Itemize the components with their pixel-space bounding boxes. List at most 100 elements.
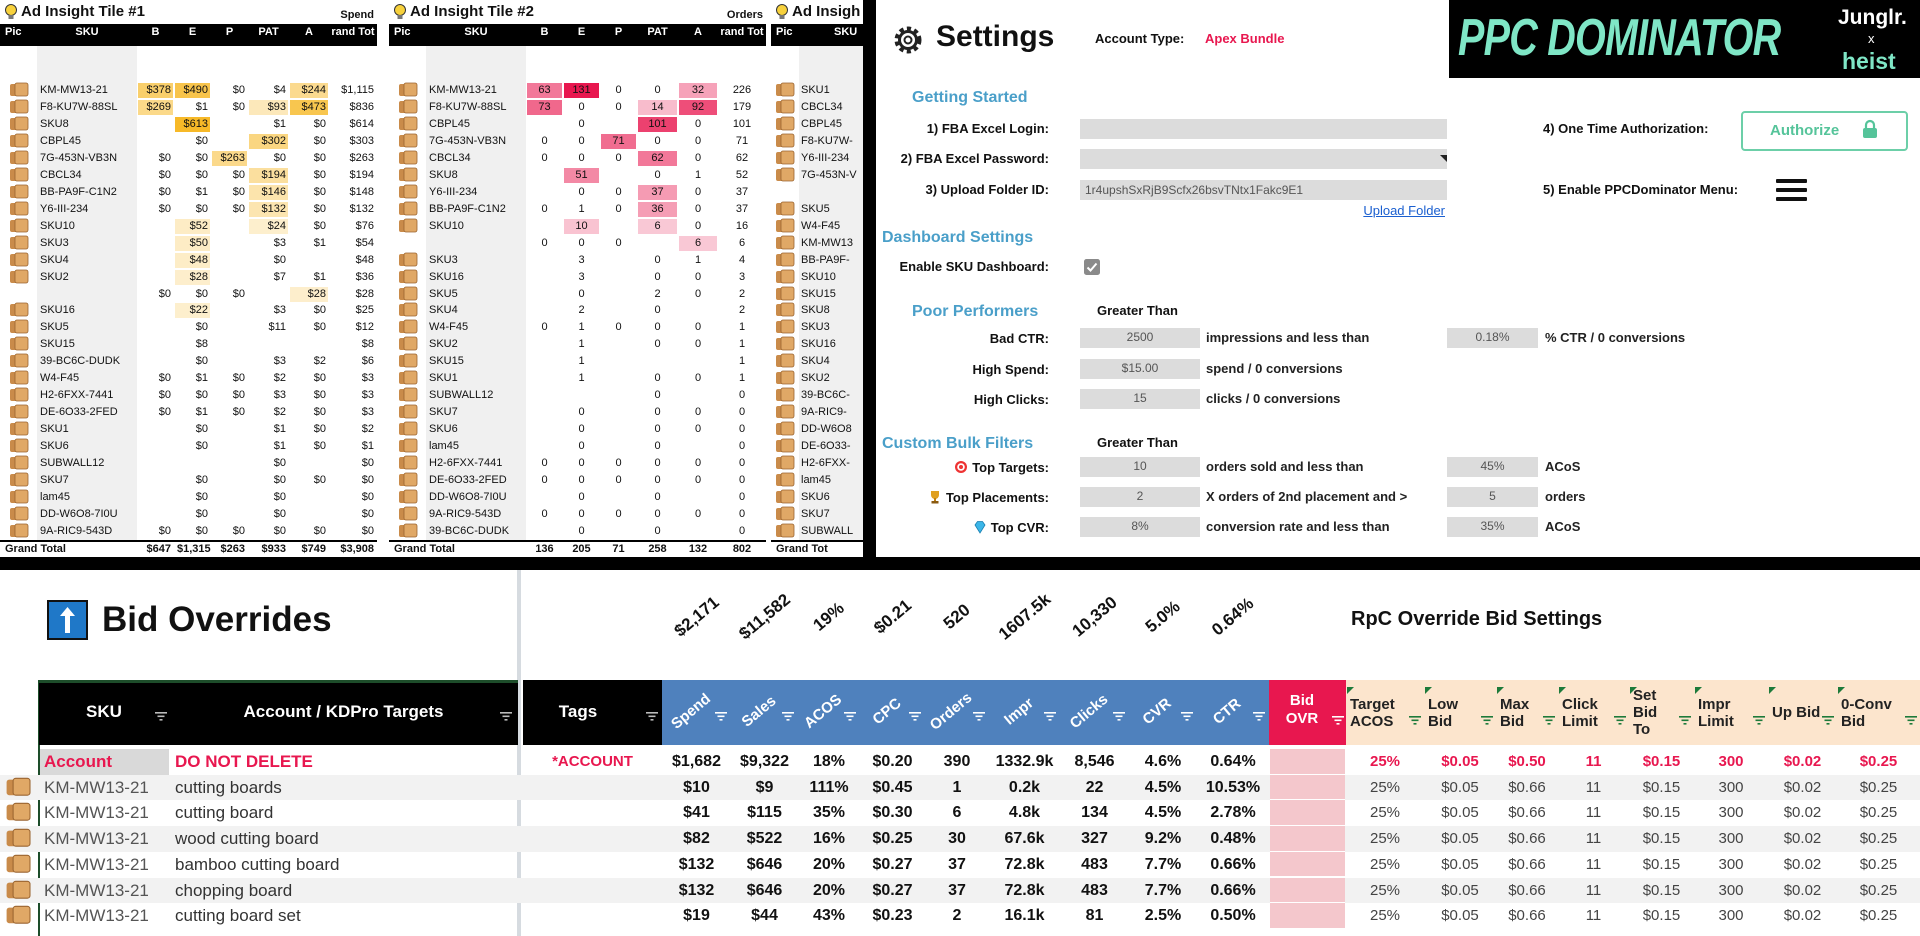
icon-part	[10, 82, 29, 97]
icon-part	[14, 235, 29, 250]
metric-value: 22	[1085, 778, 1104, 796]
sku-name: 9A-RIC9-543D	[40, 524, 113, 537]
cell-value: 0	[694, 321, 702, 334]
metric-value: $0.45	[872, 778, 913, 796]
cell-value: $1,115	[341, 84, 374, 96]
cell-value: 36	[638, 201, 677, 217]
icon-part	[14, 252, 29, 266]
sku-name: SKU16	[40, 304, 75, 317]
icon-part	[399, 506, 418, 521]
icon-part	[10, 370, 29, 385]
checkbox[interactable]	[1084, 259, 1100, 275]
cell-value: $7	[273, 270, 286, 283]
cell-value: 0	[654, 406, 661, 419]
sku-name: SUBWALL12	[429, 389, 494, 402]
icon-part	[399, 82, 418, 97]
icon-part	[403, 218, 418, 233]
product-thumbnail	[4, 828, 33, 849]
cell-value: $269	[138, 99, 173, 115]
cell-value: 6	[638, 218, 677, 234]
icon-part	[403, 455, 418, 470]
icon-part	[973, 712, 985, 721]
cell-value: 0	[654, 84, 661, 96]
icon-part	[403, 523, 418, 538]
cell-value: $0	[273, 457, 286, 470]
bulb-icon	[775, 3, 789, 21]
label: Top Placements:	[945, 489, 1049, 505]
cell-value: $3	[273, 389, 286, 402]
column-header: rand Tot	[720, 26, 764, 38]
icon-part	[1113, 712, 1125, 721]
icon-part	[776, 472, 795, 487]
product-thumbnail	[774, 235, 796, 251]
setting-value: $0.05	[1441, 907, 1479, 925]
product-thumbnail	[8, 438, 30, 454]
icon-part	[14, 506, 29, 521]
product-thumbnail	[4, 802, 33, 823]
metric-value: 7.7%	[1144, 855, 1182, 873]
icon-part	[1769, 687, 1776, 694]
cell-value: 1	[578, 338, 585, 351]
icon-part	[894, 26, 922, 54]
cell-value: 0	[694, 457, 702, 470]
cell-value: 0	[738, 474, 746, 487]
icon-part	[776, 286, 795, 300]
cell-value: 101	[638, 116, 677, 132]
metric-value: 2.5%	[1144, 907, 1182, 925]
icon-part	[399, 269, 418, 283]
field-corner	[1440, 149, 1447, 162]
metric-value: $0.27	[872, 881, 913, 899]
setting-value: $0.25	[1859, 778, 1898, 796]
product-thumbnail	[774, 167, 796, 183]
cell-value: 0	[654, 338, 661, 351]
cell-value: 3	[578, 270, 585, 283]
cell-value: $3	[361, 389, 374, 402]
target-name: bamboo cutting board	[175, 854, 340, 874]
target-name: cutting board	[175, 803, 274, 823]
product-thumbnail	[8, 336, 30, 352]
total-rule	[389, 540, 766, 542]
cell-value: $0	[361, 524, 374, 537]
total-value: $2,171	[670, 592, 723, 641]
icon-part	[1824, 719, 1832, 722]
product-thumbnail	[8, 523, 30, 539]
description: ACoS	[1545, 459, 1581, 474]
icon-part	[955, 461, 968, 473]
setting-value: $0.25	[1859, 881, 1898, 899]
cell-value: 0	[694, 372, 702, 385]
cell-value: 2	[578, 304, 585, 317]
product-thumbnail	[397, 421, 419, 437]
setting-value: $0.05	[1441, 855, 1479, 873]
product-thumbnail	[397, 133, 419, 149]
sku-name: CBCL34	[40, 168, 82, 181]
cell-value: $0	[158, 524, 171, 537]
setting-value: 25%	[1369, 778, 1401, 796]
setting-value: $0.15	[1642, 855, 1681, 873]
icon-part	[403, 150, 418, 165]
metric-value: $44	[751, 907, 778, 925]
product-thumbnail	[8, 82, 30, 98]
setting-value: $0.66	[1508, 881, 1546, 899]
cell-value: 0	[694, 202, 702, 215]
product-thumbnail	[4, 777, 33, 798]
column-header: PAT	[258, 26, 279, 38]
section-title: RpC Override Bid Settings	[1351, 608, 1603, 630]
icon-part	[14, 218, 29, 233]
icon-part	[776, 455, 795, 470]
target-name: chopping board	[175, 880, 293, 900]
cell-value: $378	[138, 83, 173, 98]
filter-icon	[1822, 712, 1834, 725]
icon-part	[14, 167, 29, 182]
icon-part	[930, 491, 939, 499]
sku-name: CBPL45	[40, 134, 81, 147]
icon-part	[784, 715, 792, 718]
icon-part	[157, 715, 165, 718]
cell-value: 0	[694, 219, 702, 232]
target-name: cutting boards	[175, 777, 282, 797]
cell-note	[1425, 681, 1432, 694]
cell-value: $3	[273, 355, 286, 368]
icon-part	[10, 218, 29, 233]
icon-part	[10, 201, 29, 216]
authorize-button[interactable]	[1741, 111, 1908, 151]
metric-value: 0.66%	[1210, 855, 1256, 873]
